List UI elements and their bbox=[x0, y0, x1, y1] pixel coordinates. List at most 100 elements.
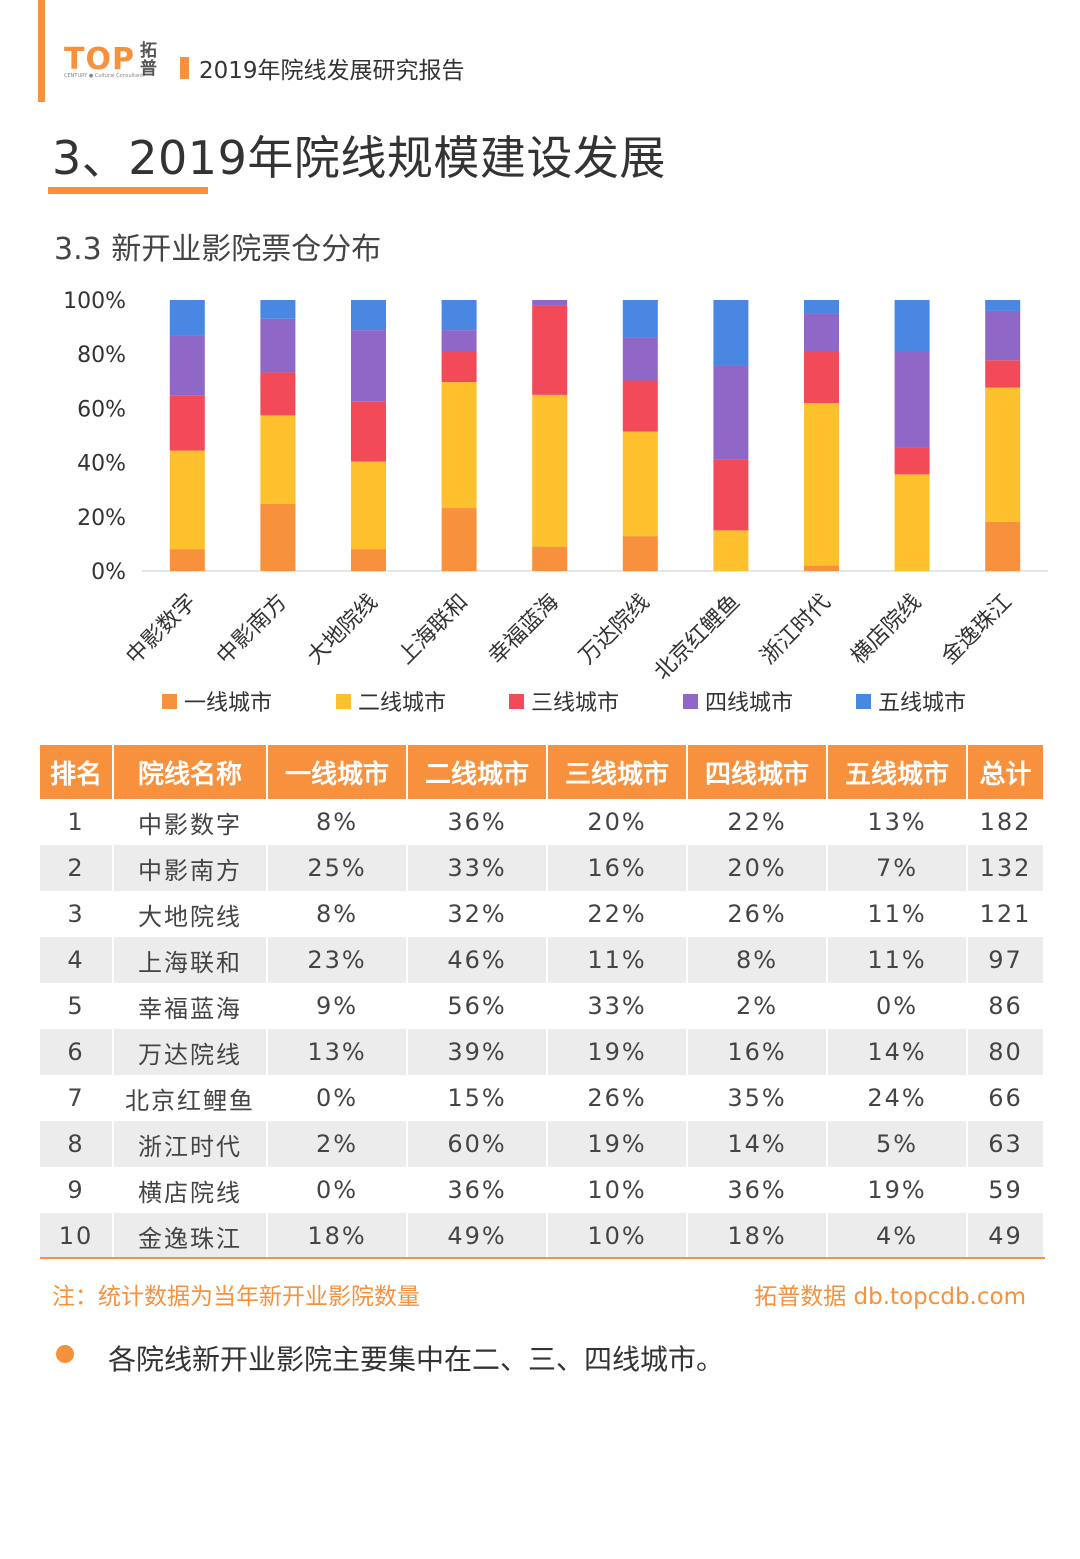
x-tick-label: 浙江时代 bbox=[756, 590, 836, 670]
table-header-row: 排名 院线名称 一线城市 二线城市 三线城市 四线城市 五线城市 总计 bbox=[40, 745, 1043, 799]
table-cell: 1 bbox=[67, 808, 85, 836]
table-header-cell: 二线城市 bbox=[408, 745, 546, 799]
table-row: 8 浙江时代 2% 60% 19% 14% 5% 63 bbox=[40, 1121, 1043, 1167]
bar-segment bbox=[894, 300, 930, 351]
table-header-cell: 院线名称 bbox=[114, 745, 266, 799]
table-cell: 2 bbox=[40, 845, 112, 891]
table-cell: 121 bbox=[979, 900, 1032, 928]
bar-segment bbox=[804, 565, 839, 571]
logo-text: TOP bbox=[64, 42, 135, 77]
table-cell: 8 bbox=[40, 1121, 112, 1167]
bar-segment bbox=[260, 415, 296, 504]
table-cell: 23% bbox=[268, 937, 406, 983]
y-tick-label: 20% bbox=[77, 506, 126, 531]
legend-swatch bbox=[509, 694, 524, 709]
bar-segment bbox=[985, 300, 1021, 311]
table-cell: 86 bbox=[988, 992, 1023, 1020]
bar-segment bbox=[260, 372, 296, 416]
bullet-dot bbox=[56, 1345, 74, 1363]
brand-logo: TOP CENTURY ● Cultural Consultant 拓普 bbox=[64, 42, 174, 82]
table-cell: 19% bbox=[548, 1121, 686, 1167]
y-tick-label: 40% bbox=[77, 452, 126, 477]
bar-segment bbox=[804, 402, 839, 566]
table-cell: 上海联和 bbox=[114, 937, 266, 983]
bar-segment bbox=[622, 536, 658, 571]
table-header-cell: 五线城市 bbox=[828, 745, 966, 799]
bar-segment bbox=[351, 549, 386, 571]
bar-segment bbox=[351, 300, 386, 331]
y-tick-label: 100% bbox=[63, 289, 126, 314]
bar-segment bbox=[985, 387, 1021, 522]
table-cell: 浙江时代 bbox=[114, 1121, 266, 1167]
bar-segment bbox=[985, 521, 1021, 571]
bar-segment bbox=[351, 401, 386, 462]
bar-segment bbox=[622, 337, 658, 381]
table-cell: 59 bbox=[988, 1176, 1023, 1204]
table-body: 1 中影数字 8% 36% 20% 22% 13% 182 2 中影南方 25% 33% 16% 20% 7… bbox=[40, 799, 1043, 1259]
bar-segment bbox=[169, 335, 205, 396]
summary-bullet: 各院线新开业影院主要集中在二、三、四线城市。 bbox=[108, 1343, 725, 1376]
title-underline bbox=[48, 187, 208, 194]
table-cell: 16% bbox=[688, 1029, 826, 1075]
bar-segment bbox=[894, 350, 930, 448]
table-cell: 22% bbox=[727, 808, 787, 836]
x-tick-label: 万达院线 bbox=[575, 590, 655, 670]
bar-segment bbox=[169, 395, 205, 451]
bar-segment bbox=[532, 546, 568, 571]
x-tick-label: 横店院线 bbox=[846, 590, 926, 670]
table-cell: 5 bbox=[67, 992, 85, 1020]
bar-segment bbox=[441, 508, 477, 571]
bar-segment bbox=[713, 300, 749, 366]
table-cell: 4 bbox=[40, 937, 112, 983]
table-cell: 10 bbox=[40, 1213, 112, 1259]
bar-segment bbox=[260, 503, 296, 571]
table-cell: 大地院线 bbox=[138, 902, 242, 931]
x-tick-label: 大地院线 bbox=[303, 590, 383, 670]
table-header-cell: 四线城市 bbox=[688, 745, 826, 799]
table-cell: 中影数字 bbox=[138, 810, 242, 839]
table-row: 7 北京红鲤鱼 0% 15% 26% 35% 24% 66 bbox=[40, 1075, 1043, 1121]
left-accent-bar bbox=[38, 0, 45, 102]
table-cell: 132 bbox=[968, 845, 1043, 891]
legend-label: 三线城市 bbox=[531, 691, 619, 716]
report-title: 2019年院线发展研究报告 bbox=[199, 58, 465, 84]
legend-label: 五线城市 bbox=[878, 691, 966, 716]
bar-segment bbox=[260, 318, 296, 373]
table-cell: 5% bbox=[828, 1121, 966, 1167]
x-tick-label: 中影数字 bbox=[122, 590, 202, 670]
table-cell: 14% bbox=[828, 1029, 966, 1075]
table-cell: 11% bbox=[828, 937, 966, 983]
bar-segment bbox=[804, 300, 839, 314]
table-header-cell: 排名 bbox=[40, 745, 112, 799]
table-cell: 26% bbox=[587, 1084, 647, 1112]
table-cell: 18% bbox=[688, 1213, 826, 1259]
header-marker bbox=[180, 57, 189, 79]
bar-segment bbox=[169, 450, 205, 550]
legend-swatch bbox=[336, 694, 351, 709]
bar-segment bbox=[532, 394, 568, 547]
table-cell: 56% bbox=[447, 992, 507, 1020]
legend-swatch bbox=[856, 694, 871, 709]
y-tick-label: 0% bbox=[91, 560, 126, 585]
y-tick-label: 80% bbox=[77, 343, 126, 368]
bar-segment bbox=[260, 300, 296, 319]
stacked-bar-chart: 0% 20% 40% 60% 80% 100% 中影数字 中影南方 大地院线 上海联和 幸福蓝海 万达… bbox=[63, 289, 1048, 716]
bar-segment bbox=[894, 474, 930, 571]
bar-segment bbox=[622, 431, 658, 537]
table-cell: 北京红鲤鱼 bbox=[125, 1086, 255, 1115]
table-cell: 182 bbox=[979, 808, 1032, 836]
data-table: 排名 院线名称 一线城市 二线城市 三线城市 四线城市 五线城市 总计 1 中影数字 8% 36% 2… bbox=[38, 745, 1045, 1259]
table-cell: 80 bbox=[968, 1029, 1043, 1075]
table-cell: 33% bbox=[587, 992, 647, 1020]
table-cell: 66 bbox=[988, 1084, 1023, 1112]
table-cell: 2% bbox=[268, 1121, 406, 1167]
table-row: 2 中影南方 25% 33% 16% 20% 7% 132 bbox=[40, 845, 1043, 891]
table-cell: 3 bbox=[67, 900, 85, 928]
table-cell: 10% bbox=[587, 1176, 647, 1204]
table-cell: 0% bbox=[315, 1084, 359, 1112]
bar-segment bbox=[713, 530, 749, 571]
table-cell: 24% bbox=[867, 1084, 927, 1112]
table-cell: 14% bbox=[688, 1121, 826, 1167]
bar-segment bbox=[532, 300, 568, 306]
table-cell: 中影南方 bbox=[114, 845, 266, 891]
